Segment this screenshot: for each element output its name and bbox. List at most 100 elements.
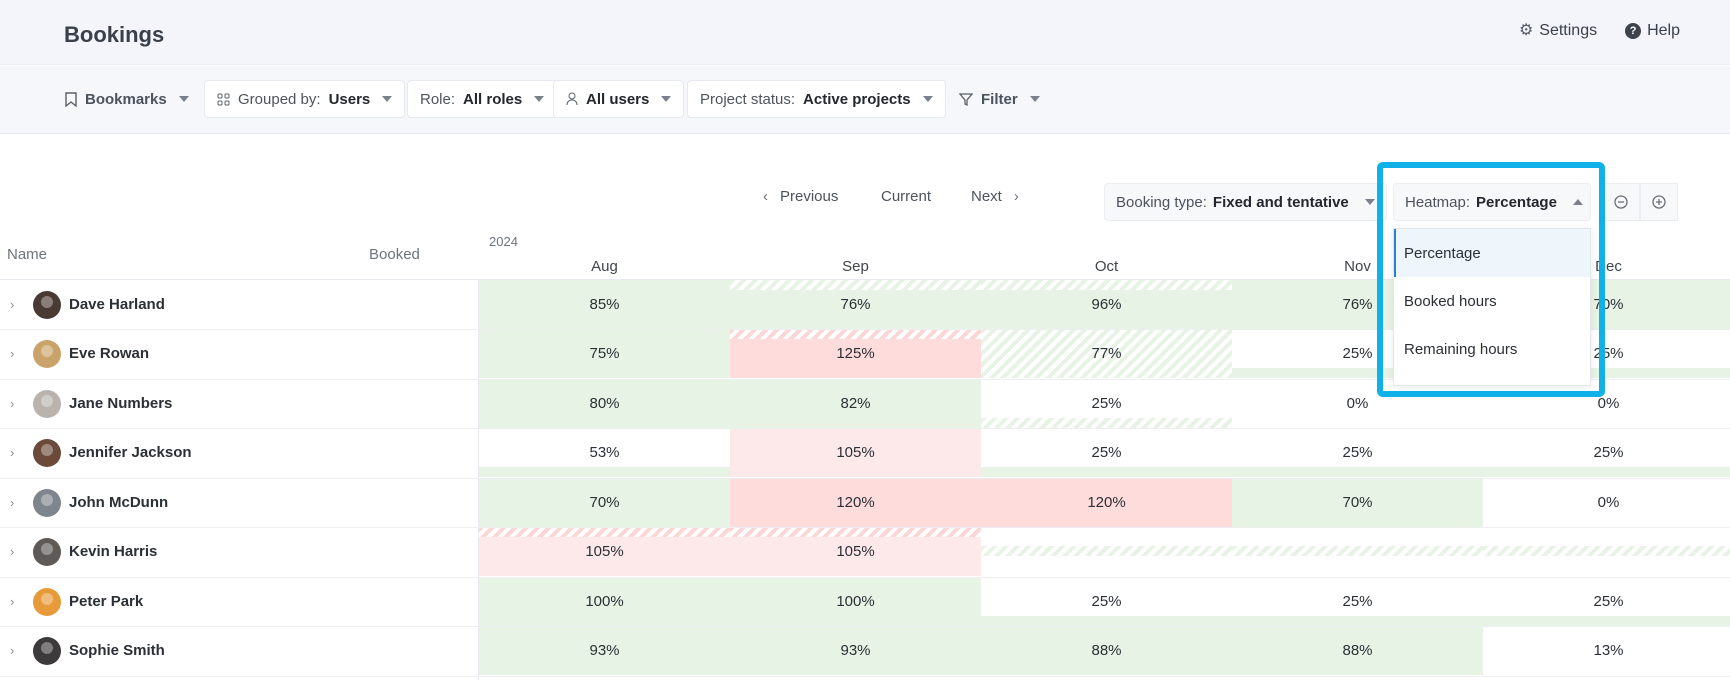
current-button[interactable]: Current [881,188,931,205]
heatmap-cell[interactable]: 25% [1091,395,1122,412]
bookmark-icon [65,91,77,107]
grouped-by-dropdown[interactable]: Grouped by: Users [204,80,406,118]
booking-strip [479,467,730,477]
booking-strip [981,616,1232,626]
avatar [33,537,61,566]
heatmap-cell[interactable]: 25% [1342,345,1373,362]
heatmap-cell[interactable]: 25% [1342,444,1373,461]
table-row[interactable]: › Jennifer Jackson [0,428,479,477]
filter-dropdown[interactable]: Filter [946,80,1053,118]
heatmap-option-remaining-hours[interactable]: Remaining hours [1404,340,1518,358]
person-name: Kevin Harris [69,543,158,560]
highlight-outline [1377,162,1605,397]
heatmap-cell[interactable]: 70% [479,478,730,527]
heatmap-cell[interactable]: 0% [1597,494,1620,511]
question-circle-icon: ? [1625,23,1642,39]
top-bar: Bookings ⚙ Settings ? Help [0,0,1730,65]
heatmap-cell[interactable]: 75% [479,329,730,378]
role-dropdown[interactable]: Role: All roles [407,80,558,118]
table-row[interactable]: › Peter Park [0,577,479,626]
person-name: Eve Rowan [69,345,150,362]
chevron-right-icon[interactable]: › [10,396,15,411]
heatmap-cell[interactable]: 25% [1342,593,1373,610]
row-divider [0,478,1730,479]
heatmap-cell[interactable]: 77% [981,329,1232,378]
settings-label: Settings [1539,22,1598,39]
role-value: All roles [463,90,523,108]
tentative-strip [981,546,1232,556]
heatmap-option-booked-hours[interactable]: Booked hours [1404,292,1497,310]
heatmap-cell[interactable]: 93% [479,626,730,675]
tentative-strip [730,280,981,290]
next-button[interactable]: Next › [971,188,1019,205]
users-dropdown[interactable]: All users [553,80,685,118]
zoom-out-button[interactable] [1602,183,1640,221]
heatmap-cell[interactable]: 120% [730,478,981,527]
chevron-right-icon[interactable]: › [10,544,15,559]
heatmap-cell[interactable]: 88% [1232,626,1483,675]
heatmap-cell[interactable]: 105% [730,428,981,477]
heatmap-cell[interactable]: 70% [1232,478,1483,527]
chevron-right-icon[interactable]: › [10,643,15,658]
table-row[interactable]: › Kevin Harris [0,527,479,576]
chevron-down-icon [382,96,393,102]
avatar [33,438,61,467]
booking-type-value: Fixed and tentative [1212,193,1349,211]
people-column: › Dave Harland › Eve Rowan › Jane Number… [0,280,479,680]
heatmap-cell[interactable]: 25% [1091,593,1122,610]
heatmap-cell[interactable]: 25% [1593,593,1624,610]
heatmap-prefix: Heatmap: [1405,193,1471,211]
heatmap-cell[interactable]: 25% [1091,444,1122,461]
help-button[interactable]: ? Help [1625,22,1680,40]
booked-column-header[interactable]: Booked [369,246,420,263]
bookmarks-dropdown[interactable]: Bookmarks [52,80,202,118]
users-value: All users [586,90,650,108]
chevron-down-icon [1364,199,1375,205]
previous-button[interactable]: ‹ Previous [763,188,838,205]
project-status-dropdown[interactable]: Project status: Active projects [687,80,946,118]
table-row[interactable]: › Sophie Smith [0,626,479,675]
next-label: Next [971,188,1002,205]
booking-type-dropdown[interactable]: Booking type: Fixed and tentative [1104,183,1387,221]
heatmap-cell[interactable]: 100% [730,577,981,626]
chevron-right-icon[interactable]: › [10,495,15,510]
heatmap-cell[interactable]: 88% [981,626,1232,675]
zoom-in-button[interactable] [1640,183,1678,221]
heatmap-dropdown[interactable]: Heatmap: Percentage [1393,183,1591,221]
person-name: Jennifer Jackson [69,444,192,461]
heatmap-cell[interactable]: 53% [589,444,620,461]
heatmap-cell[interactable]: 13% [1593,642,1624,659]
grid-icon [217,93,230,105]
month-header: Nov [1344,258,1371,275]
heatmap-cell[interactable]: 82% [730,379,981,428]
heatmap-cell[interactable]: 100% [479,577,730,626]
table-row[interactable]: › Jane Numbers [0,379,479,428]
help-label: Help [1647,22,1680,39]
heatmap-cell[interactable]: 0% [1597,395,1620,412]
chevron-right-icon[interactable]: › [10,594,15,609]
settings-button[interactable]: ⚙ Settings [1519,22,1597,40]
heatmap-cell[interactable]: 80% [479,379,730,428]
name-column-header[interactable]: Name [7,246,48,263]
row-divider [0,379,1730,380]
chevron-down-icon [661,96,672,102]
heatmap-option-percentage[interactable]: Percentage [1394,229,1590,277]
heatmap-cell[interactable]: 85% [479,280,730,329]
heatmap-cell[interactable]: 93% [730,626,981,675]
chevron-right-icon[interactable]: › [10,297,15,312]
heatmap-cell[interactable]: 0% [1346,395,1369,412]
table-row[interactable]: › John McDunn [0,478,479,527]
heatmap-cell[interactable]: 25% [1593,444,1624,461]
table-row[interactable]: › Dave Harland [0,280,479,329]
table-row[interactable]: › Eve Rowan [0,329,479,378]
booking-strip [1483,467,1730,477]
row-divider [0,577,1730,578]
chevron-right-icon[interactable]: › [10,445,15,460]
row-divider [0,329,1730,330]
chevron-left-icon: ‹ [763,188,768,205]
chevron-right-icon[interactable]: › [10,346,15,361]
avatar [33,290,61,319]
heatmap-cell[interactable]: 120% [981,478,1232,527]
person-name: Jane Numbers [69,395,173,412]
tentative-strip [1483,546,1730,556]
